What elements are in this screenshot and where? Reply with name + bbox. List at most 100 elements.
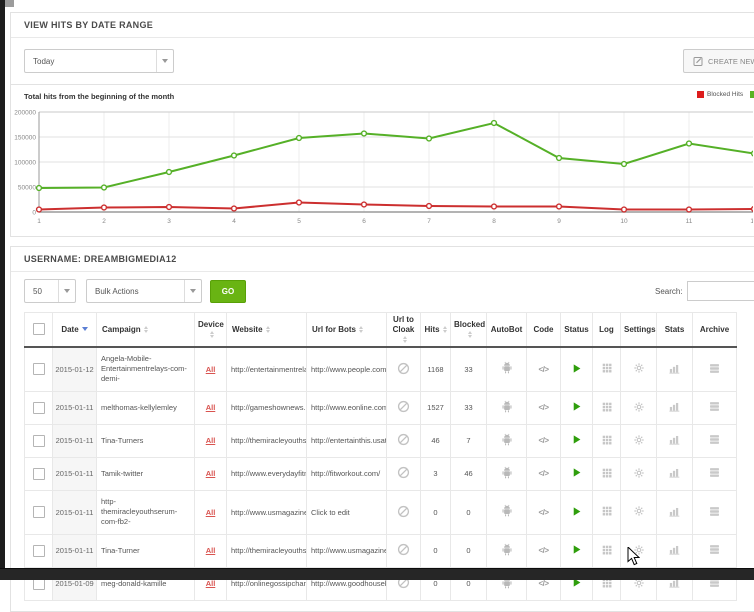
- code-icon[interactable]: </>: [538, 507, 549, 517]
- sort-icon[interactable]: [210, 330, 214, 338]
- device-filter-link[interactable]: All: [205, 507, 216, 517]
- cell-blocked: 46: [450, 456, 487, 491]
- device-filter-link[interactable]: All: [205, 469, 216, 479]
- settings-icon[interactable]: [633, 401, 645, 413]
- page-size-select[interactable]: 50: [24, 279, 76, 303]
- archive-icon[interactable]: [708, 466, 721, 479]
- code-icon[interactable]: </>: [538, 546, 549, 556]
- date-range-select[interactable]: Today: [24, 49, 174, 73]
- cell-website: http://gameshownews.net: [226, 390, 307, 425]
- settings-icon[interactable]: [633, 434, 645, 446]
- sort-desc-icon[interactable]: [81, 327, 88, 332]
- row-checkbox[interactable]: [32, 434, 45, 447]
- settings-icon[interactable]: [633, 505, 645, 517]
- log-icon[interactable]: [601, 505, 613, 517]
- sort-icon[interactable]: [403, 335, 407, 343]
- cell-website: http://www.usmagazine.c...: [226, 489, 307, 535]
- cell-url-for-bots: Click to edit: [306, 489, 387, 535]
- svg-text:3: 3: [167, 218, 171, 225]
- url-to-cloak-icon[interactable]: [397, 362, 410, 375]
- autobot-icon[interactable]: [500, 400, 514, 414]
- settings-icon[interactable]: [633, 362, 645, 374]
- settings-icon[interactable]: [633, 467, 645, 479]
- column-header-url-to-cloak[interactable]: Url to Cloak: [386, 311, 421, 348]
- row-checkbox[interactable]: [32, 506, 45, 519]
- stats-icon[interactable]: [668, 505, 681, 518]
- status-play-icon[interactable]: [570, 400, 583, 413]
- stats-icon[interactable]: [668, 400, 681, 413]
- column-header-campaign[interactable]: Campaign: [96, 311, 195, 348]
- autobot-icon[interactable]: [500, 466, 514, 480]
- status-play-icon[interactable]: [570, 505, 583, 518]
- autobot-icon[interactable]: [500, 361, 514, 375]
- device-filter-link[interactable]: All: [205, 546, 216, 556]
- cell-blocked: 0: [450, 533, 487, 568]
- url-to-cloak-icon[interactable]: [397, 543, 410, 556]
- go-button[interactable]: GO: [210, 279, 246, 303]
- device-filter-link[interactable]: All: [205, 579, 216, 589]
- column-header-hits[interactable]: Hits: [420, 311, 451, 348]
- cell-website: http://www.everydayfitnes...: [226, 456, 307, 491]
- row-checkbox[interactable]: [32, 467, 45, 480]
- search-input[interactable]: [686, 281, 754, 301]
- code-icon[interactable]: </>: [538, 469, 549, 479]
- status-play-icon[interactable]: [570, 543, 583, 556]
- log-icon[interactable]: [601, 467, 613, 479]
- log-icon[interactable]: [601, 401, 613, 413]
- stats-icon[interactable]: [668, 543, 681, 556]
- stats-icon[interactable]: [668, 362, 681, 375]
- sort-icon[interactable]: [442, 325, 447, 333]
- code-icon[interactable]: </>: [538, 436, 549, 446]
- url-to-cloak-icon[interactable]: [397, 433, 410, 446]
- column-header-date[interactable]: Date: [52, 311, 97, 348]
- log-icon[interactable]: [601, 362, 613, 374]
- device-filter-link[interactable]: All: [205, 436, 216, 446]
- device-filter-link[interactable]: All: [205, 403, 216, 413]
- svg-text:0: 0: [32, 210, 36, 217]
- column-header-device[interactable]: Device: [194, 311, 227, 348]
- archive-icon[interactable]: [708, 433, 721, 446]
- select-all-checkbox[interactable]: [32, 323, 45, 336]
- url-to-cloak-icon[interactable]: [397, 505, 410, 518]
- autobot-icon[interactable]: [500, 504, 514, 518]
- stats-icon[interactable]: [668, 466, 681, 479]
- code-icon[interactable]: </>: [538, 364, 549, 374]
- log-icon[interactable]: [601, 544, 613, 556]
- status-play-icon[interactable]: [570, 466, 583, 479]
- archive-icon[interactable]: [708, 400, 721, 413]
- archive-icon[interactable]: [708, 543, 721, 556]
- url-to-cloak-icon[interactable]: [397, 466, 410, 479]
- sort-icon[interactable]: [359, 325, 363, 333]
- archive-icon[interactable]: [708, 362, 721, 375]
- cell-url-for-bots: http://www.usmagazine.c...: [306, 533, 387, 568]
- legend-swatch-icon: [750, 91, 754, 98]
- column-header-url-for-bots[interactable]: Url for Bots: [306, 311, 387, 348]
- code-icon[interactable]: </>: [538, 403, 549, 413]
- row-checkbox[interactable]: [32, 363, 45, 376]
- status-play-icon[interactable]: [570, 362, 583, 375]
- row-checkbox[interactable]: [32, 401, 45, 414]
- device-filter-link[interactable]: All: [205, 364, 216, 374]
- window-top-artifact: [5, 0, 14, 7]
- autobot-icon[interactable]: [500, 543, 514, 557]
- row-checkbox[interactable]: [32, 544, 45, 557]
- archive-icon[interactable]: [708, 505, 721, 518]
- bulk-actions-select[interactable]: Bulk Actions: [86, 279, 202, 303]
- search-label: Search:: [655, 286, 683, 296]
- sort-icon[interactable]: [143, 325, 148, 333]
- autobot-icon[interactable]: [500, 433, 514, 447]
- table-row: 2015-01-11 Tina-Turners All http://themirac…: [24, 423, 737, 458]
- column-header-blocked[interactable]: Blocked: [450, 311, 487, 348]
- cell-hits: 46: [420, 423, 451, 458]
- column-header-website[interactable]: Website: [226, 311, 307, 348]
- status-play-icon[interactable]: [570, 433, 583, 446]
- url-to-cloak-icon[interactable]: [397, 400, 410, 413]
- code-icon[interactable]: </>: [538, 579, 549, 589]
- log-icon[interactable]: [601, 434, 613, 446]
- legend-item: Valid Hits: [750, 91, 754, 98]
- create-new-campaign-button[interactable]: CREATE NEW CAMPAIGN: [683, 49, 754, 73]
- settings-icon[interactable]: [633, 544, 645, 556]
- sort-icon[interactable]: [468, 330, 472, 338]
- stats-icon[interactable]: [668, 433, 681, 446]
- sort-icon[interactable]: [265, 325, 270, 333]
